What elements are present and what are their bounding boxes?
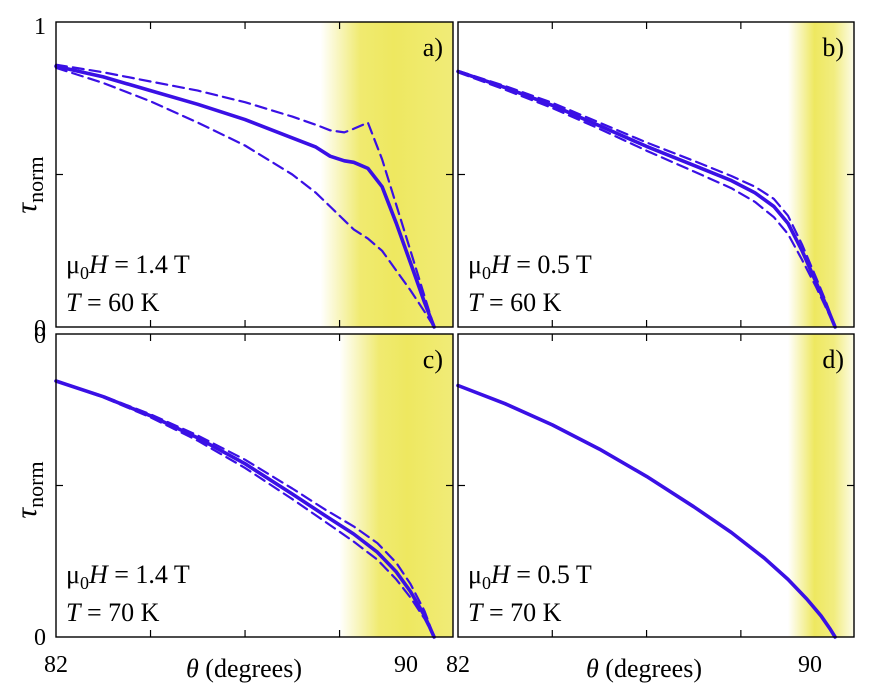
x-tick-label-82-left: 82 [44,652,68,678]
series-line-lower [54,379,436,639]
y-axis-symbol: τ [10,202,43,214]
panel-letter: b) [822,33,844,62]
temperature-annotation: T = 70 K [66,598,160,627]
x-axis-label-left: θ (degrees) [186,654,302,683]
panel-letter: d) [822,345,844,374]
x-axis-text-2: (degrees) [599,654,702,683]
x-axis-label-right: θ (degrees) [586,654,702,683]
x-tick-label-90-right: 90 [798,652,822,678]
temperature-annotation: T = 60 K [468,288,562,317]
series-line-single [456,383,837,639]
series-line-center [456,69,837,329]
series-line-center [54,64,436,329]
series-line-upper [456,69,837,329]
series-line-lower [456,71,837,329]
highlight-band [788,22,854,327]
field-annotation: μ0H = 0.5 T [468,560,592,593]
temperature-annotation: T = 70 K [468,598,562,627]
series-line-upper [54,63,436,329]
x-axis-symbol-2: θ [586,654,599,683]
panel-c: c) μ0H = 1.4 T T = 70 K [54,333,454,639]
series-line-lower [54,66,436,329]
panel-letter: c) [423,345,443,374]
field-annotation: μ0H = 1.4 T [66,250,190,283]
y-axis-label-top: τnorm [10,156,48,213]
series-line-center [54,379,436,639]
x-tick-label-90-left: 90 [394,652,418,678]
y-axis-subscript: norm [23,156,48,202]
x-axis-text: (degrees) [199,654,302,683]
panel-b: b) μ0H = 0.5 T T = 60 K [456,21,855,329]
panel-a: a) μ0H = 1.4 T T = 60 K [54,21,454,329]
field-annotation: μ0H = 1.4 T [66,560,190,593]
x-tick-label-82-right: 82 [446,652,470,678]
y-tick-label-top-0: 0 [34,316,46,342]
panel-d: d) μ0H = 0.5 T T = 70 K [456,333,855,639]
temperature-annotation: T = 60 K [66,288,160,317]
y-axis-subscript-2: norm [23,461,48,507]
series-line-upper [54,379,436,639]
field-annotation: μ0H = 0.5 T [468,250,592,283]
y-tick-label-top-1: 1 [34,14,46,40]
y-axis-label-bottom: τnorm [10,461,48,518]
highlight-band [788,334,854,637]
x-axis-symbol: θ [186,654,199,683]
highlight-band [339,334,453,637]
panel-letter: a) [423,33,443,62]
y-tick-label-bottom-0: 0 [34,323,46,349]
y-axis-symbol-2: τ [10,507,43,519]
y-tick-label-bottom-00: 0 [34,625,46,651]
